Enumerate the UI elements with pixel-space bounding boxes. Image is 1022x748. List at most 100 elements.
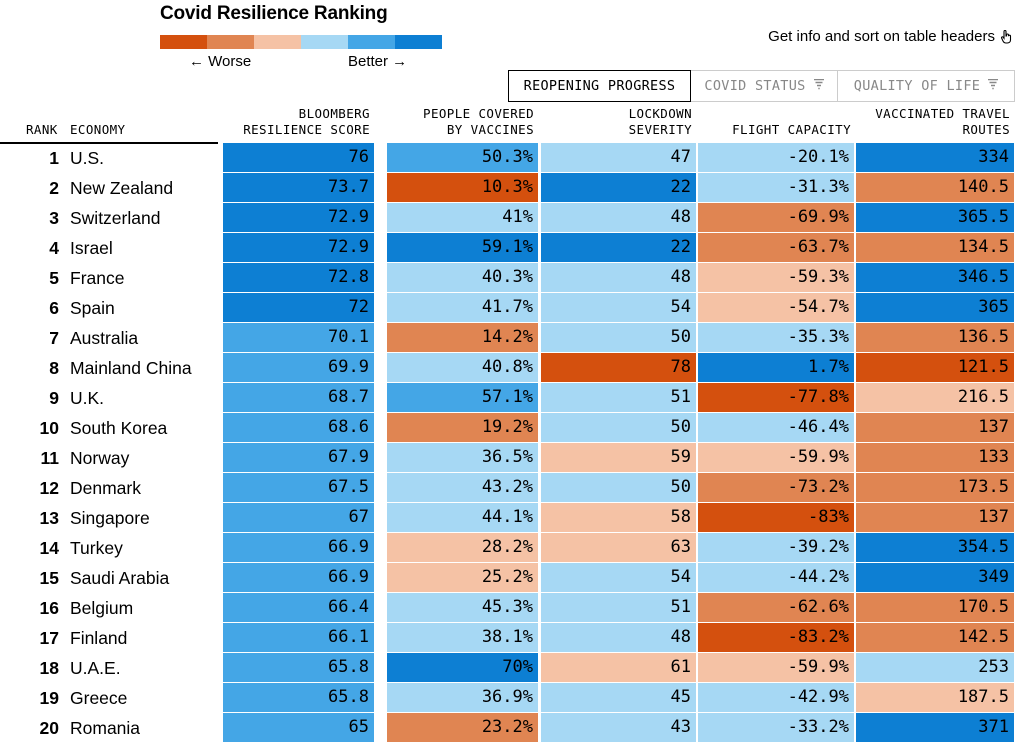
cell-people-covered: 19.2%	[387, 413, 538, 442]
cell-flight-capacity: -39.2%	[698, 533, 854, 562]
cell-people-covered: 44.1%	[387, 503, 538, 532]
header-line: BLOOMBERG	[298, 106, 370, 121]
cell-flight-capacity: -77.8%	[698, 383, 854, 412]
pointer-hand-icon	[1001, 29, 1012, 44]
cell-vaccinated-routes: 142.5	[856, 623, 1014, 652]
header-lockdown-severity[interactable]: LOCKDOWN SEVERITY	[560, 106, 692, 138]
cell-vaccinated-routes: 137	[856, 413, 1014, 442]
tab-quality-of-life[interactable]: QUALITY OF LIFE	[838, 70, 1015, 102]
cell-vaccinated-routes: 365.5	[856, 203, 1014, 232]
rank-cell: 13	[39, 508, 59, 528]
cell-flight-capacity: -62.6%	[698, 593, 854, 622]
table-row: 16 Belgium 66.4 45.3% 51 -62.6% 170.5	[0, 593, 1022, 623]
cell-flight-capacity: -73.2%	[698, 473, 854, 502]
economy-cell: New Zealand	[70, 178, 174, 198]
cell-lockdown-severity: 22	[541, 233, 696, 262]
cell-vaccinated-routes: 136.5	[856, 323, 1014, 352]
header-line: LOCKDOWN	[628, 106, 692, 121]
rank-cell: 17	[39, 628, 59, 648]
table-row: 12 Denmark 67.5 43.2% 50 -73.2% 173.5	[0, 473, 1022, 503]
header-rank[interactable]: RANK	[26, 122, 58, 137]
cell-people-covered: 43.2%	[387, 473, 538, 502]
economy-cell: U.A.E.	[70, 658, 121, 678]
cell-flight-capacity: -59.9%	[698, 653, 854, 682]
rank-cell: 5	[49, 268, 59, 288]
cell-people-covered: 38.1%	[387, 623, 538, 652]
cell-vaccinated-routes: 354.5	[856, 533, 1014, 562]
cell-lockdown-severity: 59	[541, 443, 696, 472]
rank-cell: 4	[49, 238, 59, 258]
rank-cell: 19	[39, 688, 59, 708]
header-flight-capacity[interactable]: FLIGHT CAPACITY	[732, 122, 851, 137]
cell-resilience-score: 67	[223, 503, 374, 532]
economy-cell: Norway	[70, 448, 130, 468]
economy-cell: Turkey	[70, 538, 123, 558]
cell-people-covered: 41%	[387, 203, 538, 232]
economy-cell: Israel	[70, 238, 113, 258]
header-people-covered[interactable]: PEOPLE COVERED BY VACCINES	[374, 106, 534, 138]
cell-lockdown-severity: 48	[541, 263, 696, 292]
header-vaccinated-travel-routes[interactable]: VACCINATED TRAVEL ROUTES	[850, 106, 1010, 138]
cell-vaccinated-routes: 334	[856, 143, 1014, 172]
table-row: 1 U.S. 76 50.3% 47 -20.1% 334	[0, 143, 1022, 173]
cell-vaccinated-routes: 121.5	[856, 353, 1014, 382]
header-resilience-score[interactable]: BLOOMBERG RESILIENCE SCORE	[200, 106, 370, 138]
cell-resilience-score: 68.6	[223, 413, 374, 442]
header-line: ROUTES	[962, 122, 1010, 137]
table-row: 2 New Zealand 73.7 10.3% 22 -31.3% 140.5	[0, 173, 1022, 203]
cell-lockdown-severity: 54	[541, 563, 696, 592]
cell-flight-capacity: -42.9%	[698, 683, 854, 712]
header-line: BY VACCINES	[446, 122, 534, 137]
table-row: 9 U.K. 68.7 57.1% 51 -77.8% 216.5	[0, 383, 1022, 413]
cell-lockdown-severity: 48	[541, 623, 696, 652]
cell-resilience-score: 65.8	[223, 653, 374, 682]
rank-cell: 6	[49, 298, 59, 318]
cell-people-covered: 40.3%	[387, 263, 538, 292]
rank-cell: 7	[49, 328, 59, 348]
cell-people-covered: 50.3%	[387, 143, 538, 172]
rank-cell: 3	[49, 208, 59, 228]
header-economy[interactable]: ECONOMY	[70, 122, 126, 137]
economy-cell: Spain	[70, 298, 115, 318]
cell-flight-capacity: -33.2%	[698, 713, 854, 742]
rank-cell: 10	[39, 418, 59, 438]
cell-people-covered: 40.8%	[387, 353, 538, 382]
cell-people-covered: 36.9%	[387, 683, 538, 712]
cell-people-covered: 10.3%	[387, 173, 538, 202]
table-row: 17 Finland 66.1 38.1% 48 -83.2% 142.5	[0, 623, 1022, 653]
cell-lockdown-severity: 22	[541, 173, 696, 202]
tab-reopening-progress[interactable]: REOPENING PROGRESS	[508, 70, 691, 102]
cell-resilience-score: 66.9	[223, 533, 374, 562]
rank-cell: 9	[49, 388, 59, 408]
economy-cell: Switzerland	[70, 208, 161, 228]
cell-lockdown-severity: 45	[541, 683, 696, 712]
economy-cell: U.K.	[70, 388, 105, 408]
tab-label: COVID STATUS	[704, 78, 806, 94]
economy-cell: Denmark	[70, 478, 141, 498]
rank-cell: 8	[49, 358, 59, 378]
header-line: PEOPLE COVERED	[423, 106, 534, 121]
cell-flight-capacity: -46.4%	[698, 413, 854, 442]
cell-lockdown-severity: 50	[541, 323, 696, 352]
cell-lockdown-severity: 54	[541, 293, 696, 322]
table-row: 8 Mainland China 69.9 40.8% 78 1.7% 121.5	[0, 353, 1022, 383]
cell-flight-capacity: -54.7%	[698, 293, 854, 322]
cell-resilience-score: 66.4	[223, 593, 374, 622]
tab-covid-status[interactable]: COVID STATUS	[691, 70, 838, 102]
scale-swatch-4	[301, 35, 348, 49]
cell-people-covered: 14.2%	[387, 323, 538, 352]
table-row: 11 Norway 67.9 36.5% 59 -59.9% 133	[0, 443, 1022, 473]
economy-cell: Australia	[70, 328, 139, 348]
cell-people-covered: 28.2%	[387, 533, 538, 562]
table-row: 5 France 72.8 40.3% 48 -59.3% 346.5	[0, 263, 1022, 293]
economy-cell: Romania	[70, 718, 141, 738]
cell-vaccinated-routes: 140.5	[856, 173, 1014, 202]
header-line: RESILIENCE SCORE	[243, 122, 370, 137]
economy-cell: U.S.	[70, 148, 105, 168]
economy-cell: Mainland China	[70, 358, 192, 378]
cell-lockdown-severity: 50	[541, 413, 696, 442]
cell-lockdown-severity: 61	[541, 653, 696, 682]
cell-lockdown-severity: 43	[541, 713, 696, 742]
cell-flight-capacity: -35.3%	[698, 323, 854, 352]
table-row: 6 Spain 72 41.7% 54 -54.7% 365	[0, 293, 1022, 323]
